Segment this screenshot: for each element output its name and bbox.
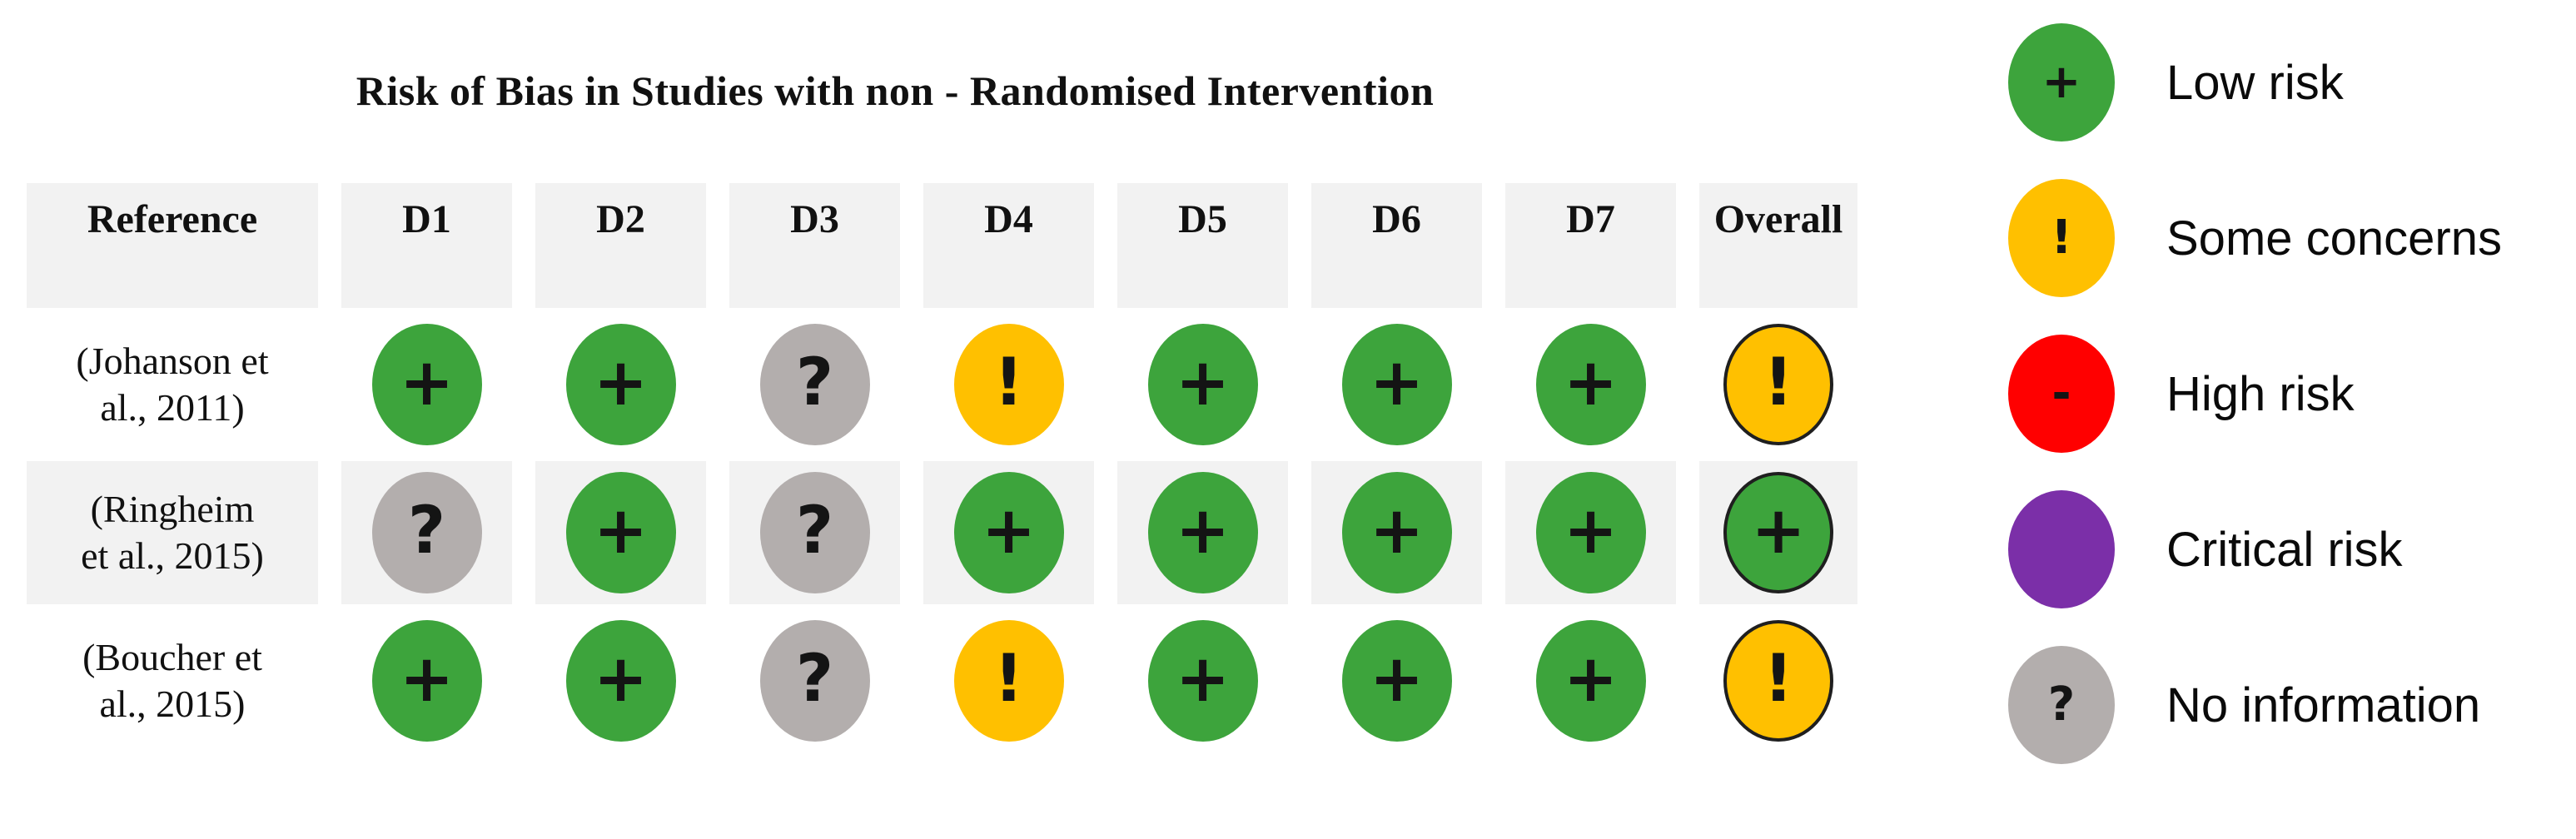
risk-cell-d2: + xyxy=(535,461,706,604)
legend-high-risk-icon: - xyxy=(2008,335,2115,453)
reference-cell: (Johanson et al., 2011) xyxy=(27,313,318,456)
low-risk-icon: + xyxy=(1341,324,1452,445)
low-risk-icon: + xyxy=(1147,620,1258,742)
risk-cell-d7: + xyxy=(1505,313,1676,456)
none-risk-icon: ? xyxy=(759,620,870,742)
risk-cell-overall: + xyxy=(1699,461,1857,604)
risk-cell-d6: + xyxy=(1311,609,1482,752)
risk-cell-d7: + xyxy=(1505,609,1676,752)
low-risk-icon: + xyxy=(565,620,676,742)
risk-cell-d6: + xyxy=(1311,313,1482,456)
low-risk-icon: + xyxy=(1535,620,1646,742)
low-risk-icon: + xyxy=(1535,324,1646,445)
none-risk-icon: ? xyxy=(371,472,482,593)
column-header-d6: D6 xyxy=(1311,183,1482,308)
low-risk-icon: + xyxy=(371,324,482,445)
risk-cell-d6: + xyxy=(1311,461,1482,604)
legend-item-none: ? No information xyxy=(2008,646,2502,764)
legend-label: Critical risk xyxy=(2166,522,2403,577)
figure-title: Risk of Bias in Studies with non - Rando… xyxy=(356,67,1435,114)
risk-cell-overall: ! xyxy=(1699,609,1857,752)
reference-cell: (Boucher et al., 2015) xyxy=(27,609,318,752)
column-header-d3: D3 xyxy=(729,183,900,308)
study-row: (Boucher et al., 2015) + +?! + + +! xyxy=(27,609,1857,752)
low-risk-icon: + xyxy=(1147,324,1258,445)
legend-some-risk-icon: ! xyxy=(2008,179,2115,297)
risk-cell-d5: + xyxy=(1117,609,1288,752)
risk-cell-d5: + xyxy=(1117,461,1288,604)
risk-cell-d4: ! xyxy=(923,313,1094,456)
legend: + Low risk! Some concerns - High risk Critica… xyxy=(2008,23,2502,764)
column-header-d2: D2 xyxy=(535,183,706,308)
legend-item-critical: Critical risk xyxy=(2008,490,2502,608)
risk-cell-d3: ? xyxy=(729,313,900,456)
low-risk-icon: + xyxy=(1723,472,1833,593)
risk-cell-d7: + xyxy=(1505,461,1676,604)
legend-critical-risk-icon xyxy=(2008,490,2115,608)
low-risk-icon: + xyxy=(565,472,676,593)
legend-label: Some concerns xyxy=(2166,211,2502,266)
legend-item-low: + Low risk xyxy=(2008,23,2502,141)
risk-cell-d4: + xyxy=(923,461,1094,604)
table-body: (Johanson et al., 2011) + +?! + + +! (Ringheim e… xyxy=(27,313,1857,752)
legend-label: High risk xyxy=(2166,366,2355,421)
low-risk-icon: + xyxy=(1341,472,1452,593)
study-row: (Ringheim et al., 2015)? +? + + + + + xyxy=(27,461,1857,604)
risk-cell-overall: ! xyxy=(1699,313,1857,456)
some-risk-icon: ! xyxy=(1723,620,1833,742)
risk-of-bias-table: Reference D1 D2 D3 D4 D5 D6 D7 Overall (Johanson… xyxy=(3,178,1881,757)
risk-cell-d4: ! xyxy=(923,609,1094,752)
legend-item-some: ! Some concerns xyxy=(2008,179,2502,297)
legend-label: No information xyxy=(2166,678,2481,732)
risk-cell-d1: + xyxy=(341,313,512,456)
legend-low-risk-icon: + xyxy=(2008,23,2115,141)
column-header-d5: D5 xyxy=(1117,183,1288,308)
some-risk-icon: ! xyxy=(1723,324,1833,445)
none-risk-icon: ? xyxy=(759,324,870,445)
low-risk-icon: + xyxy=(953,472,1064,593)
none-risk-icon: ? xyxy=(759,472,870,593)
low-risk-icon: + xyxy=(1147,472,1258,593)
reference-cell: (Ringheim et al., 2015) xyxy=(27,461,318,604)
study-row: (Johanson et al., 2011) + +?! + + +! xyxy=(27,313,1857,456)
legend-none-risk-icon: ? xyxy=(2008,646,2115,764)
risk-cell-d2: + xyxy=(535,609,706,752)
low-risk-icon: + xyxy=(1535,472,1646,593)
column-header-reference: Reference xyxy=(27,183,318,308)
risk-cell-d1: ? xyxy=(341,461,512,604)
some-risk-icon: ! xyxy=(953,324,1064,445)
column-header-overall: Overall xyxy=(1699,183,1857,308)
risk-cell-d3: ? xyxy=(729,461,900,604)
risk-cell-d3: ? xyxy=(729,609,900,752)
column-header-d1: D1 xyxy=(341,183,512,308)
low-risk-icon: + xyxy=(1341,620,1452,742)
low-risk-icon: + xyxy=(371,620,482,742)
column-header-d7: D7 xyxy=(1505,183,1676,308)
risk-cell-d5: + xyxy=(1117,313,1288,456)
column-header-d4: D4 xyxy=(923,183,1094,308)
low-risk-icon: + xyxy=(565,324,676,445)
some-risk-icon: ! xyxy=(953,620,1064,742)
legend-label: Low risk xyxy=(2166,55,2344,110)
risk-cell-d1: + xyxy=(341,609,512,752)
risk-cell-d2: + xyxy=(535,313,706,456)
table-header-row: Reference D1 D2 D3 D4 D5 D6 D7 Overall xyxy=(27,183,1857,308)
table-header: Reference D1 D2 D3 D4 D5 D6 D7 Overall xyxy=(27,183,1857,308)
legend-item-high: - High risk xyxy=(2008,335,2502,453)
